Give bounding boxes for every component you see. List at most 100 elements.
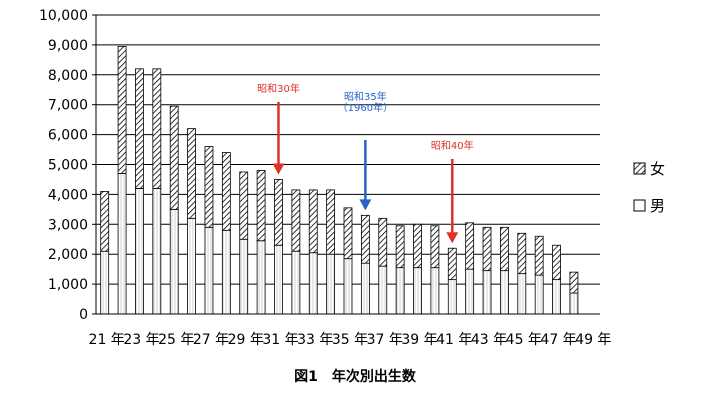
bar-female [135,68,144,189]
x-tick-label: 21 年 [89,332,125,348]
x-tick-label: 33 年 [297,332,333,348]
x-tick-label: 47 年 [540,332,576,348]
bar-female [152,68,162,189]
bar-female [395,225,405,269]
bar-female [430,225,440,269]
bar-female [500,226,509,272]
legend-female-swatch [633,162,646,175]
annotation-arrow-head [446,232,459,244]
axes [95,15,600,315]
bar-female [291,189,301,252]
bar-female [534,235,544,276]
bar-male [552,279,561,315]
bar-male [326,253,336,315]
x-axis-ticks: 21 年23 年25 年27 年29 年31 年33 年35 年37 年39 年… [89,332,612,348]
bar-male [239,238,249,315]
annotation-arrow-head [359,199,372,211]
x-tick-label: 31 年 [262,332,298,348]
x-tick-label: 35 年 [332,332,368,348]
x-tick-label: 43 年 [471,332,507,348]
bar-female [204,146,214,228]
bar-female [447,247,457,281]
legend: 女 男 [633,160,665,215]
y-tick-label: 1,000 [48,277,88,293]
annotation-arrow-head [272,163,285,175]
x-tick-label: 23 年 [123,332,159,348]
bar-male [169,208,179,315]
bar-female [221,152,231,231]
y-tick-label: 9,000 [48,38,88,54]
bar-male [517,273,527,315]
bar-male [274,244,283,315]
bar-male [569,292,579,315]
y-tick-label: 10,000 [39,8,88,24]
bar-male [291,250,301,315]
bar-female [343,207,353,260]
bar-female [169,105,179,210]
annotation-label: 昭和30年 [257,82,300,95]
legend-male-swatch [633,199,646,212]
bar-female [326,189,336,255]
bar-male [430,267,440,315]
annotation-sublabel: （1960年） [338,101,393,114]
x-tick-label: 39 年 [401,332,437,348]
x-tick-label: 37 年 [367,332,403,348]
bar-female [517,232,527,275]
x-tick-label: 25 年 [158,332,194,348]
chart-caption: 図1 年次別出生数 [294,368,417,385]
bar-male [360,262,370,315]
y-tick-label: 8,000 [48,68,88,84]
bar-male [378,265,388,315]
bar-male [152,188,162,315]
bar-male [117,173,127,315]
bar-female [187,128,196,219]
bar-male [100,250,110,315]
bar-female [100,191,110,252]
bar-female [378,217,388,267]
bar-male [413,267,422,315]
x-tick-label: 45 年 [506,332,542,348]
y-tick-label: 6,000 [48,128,88,144]
x-tick-label: 41 年 [436,332,472,348]
bar-male [343,258,353,315]
bar-female [117,45,127,174]
bar-female [413,223,422,269]
y-tick-label: 3,000 [48,217,88,233]
y-axis-ticks: 0 1,000 2,000 3,000 4,000 5,000 6,000 7,000 8,00… [39,8,88,323]
bar-male [465,268,475,315]
bar-male [308,252,318,315]
bar-female [360,214,370,264]
bar-male [256,240,266,315]
y-tick-label: 7,000 [48,98,88,114]
x-tick-label: 29 年 [228,332,264,348]
bar-male [135,188,144,315]
bar-male [187,217,196,315]
bar-male [221,229,231,315]
legend-male-label: 男 [650,197,665,215]
bar-female [308,189,318,254]
y-tick-label: 2,000 [48,247,88,263]
bar-female [274,179,283,246]
bar-male [534,274,544,315]
annotation-label: 昭和40年 [431,139,474,152]
y-tick-label: 0 [79,307,88,323]
bar-female [256,170,266,242]
legend-female-label: 女 [650,160,665,178]
bar-female [552,244,561,281]
y-tick-label: 4,000 [48,187,88,203]
annotation-label: 昭和35年 [344,90,387,103]
bar-female [465,222,475,270]
bar-female [569,271,579,294]
bar-male [395,267,405,315]
bars [100,45,579,315]
x-tick-label: 49 年 [575,332,611,348]
x-tick-label: 27 年 [193,332,229,348]
bar-male [500,270,509,315]
y-tick-label: 5,000 [48,158,88,174]
bar-male [482,270,492,315]
bar-male [204,226,214,315]
bar-male [447,279,457,315]
bar-female [239,171,249,240]
